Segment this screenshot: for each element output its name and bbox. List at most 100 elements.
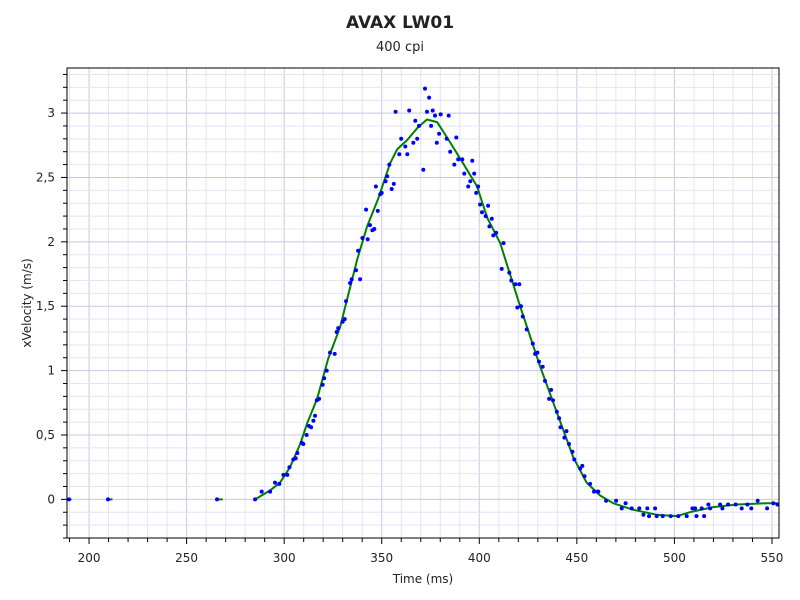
data-point [423,86,427,91]
data-point [336,326,341,331]
y-axis-label: xVelocity (m/s) [20,258,34,347]
data-point [540,364,545,369]
data-point [354,268,358,273]
data-point [293,456,298,461]
data-point [452,162,457,167]
x-tick-label: 500 [663,551,686,565]
data-point [413,118,418,123]
data-point [259,489,264,494]
data-point [460,157,465,162]
fit-curve [67,118,778,518]
data-point [524,327,529,332]
data-point [557,416,562,421]
data-point [434,140,439,145]
data-point [364,207,369,212]
y-tick-label: 2 [47,235,55,249]
data-point [446,113,451,118]
data-point [295,451,300,455]
data-point [562,435,567,440]
data-point [437,131,442,136]
data-point [668,514,673,519]
data-point [720,506,725,511]
data-point [551,398,555,403]
data-point [472,171,477,176]
data-point [489,216,494,221]
x-tick-label: 350 [370,551,393,565]
data-point [619,506,624,511]
data-point [474,190,479,195]
data-point [702,514,707,519]
data-point [708,506,713,511]
data-point [547,396,552,401]
data-point [595,489,600,494]
data-point [614,498,619,503]
data-point [699,506,704,511]
data-point [637,506,642,511]
data-point [487,224,492,229]
data-point [253,497,258,502]
data-point [647,514,651,519]
data-point [358,277,363,282]
data-point [771,501,776,506]
data-point [483,214,488,219]
data-point [641,512,646,517]
x-tick-label: 550 [761,551,784,565]
data-point [67,497,71,502]
data-point [694,514,699,519]
data-point [368,223,372,228]
data-point [676,514,681,519]
plot-frame [66,67,780,539]
data-point [623,501,628,506]
data-point [403,144,408,149]
data-point [726,502,731,507]
data-point [429,123,434,128]
data-point [604,498,609,503]
data-point [322,376,327,381]
data-point [375,208,380,213]
data-point [629,506,634,511]
data-point [775,502,780,507]
data-point [287,465,292,470]
data-point [348,281,353,285]
data-point [320,382,325,387]
data-point [421,167,426,172]
data-point [372,227,377,231]
data-point [301,442,306,446]
data-point [393,109,398,114]
data-point [427,95,432,100]
data-point [765,506,770,511]
data-point [373,184,378,189]
data-point [304,433,309,437]
data-point [334,330,339,334]
data-point [360,236,365,240]
data-point [530,341,535,346]
x-tick-label: 200 [78,551,101,565]
data-point [466,184,471,189]
data-point [588,481,593,486]
data-point [509,278,514,283]
data-point [356,248,361,253]
data-point [417,123,421,128]
x-axis-label: Time (ms) [392,572,454,586]
y-tick-label: 1,5 [36,299,55,313]
axis-ticks: 200 250 300 350 400 450 500 550 0 0,5 1 1,5 2 2,5 3 [36,73,784,565]
data-point [268,489,273,494]
chart-title: AVAX LW01 [346,13,454,33]
data-point [407,108,412,113]
y-tick-label: 2,5 [36,170,55,184]
data-point [399,136,404,141]
data-point [281,472,286,477]
data-point [517,282,522,287]
data-point [391,181,396,186]
data-points [67,86,780,519]
x-tick-label: 450 [565,551,588,565]
data-point [311,418,316,423]
x-tick-label: 250 [175,551,198,565]
data-point [468,179,473,184]
data-point [520,314,525,319]
data-point [549,387,554,392]
data-point [501,241,506,246]
data-point [317,396,322,401]
data-point [507,270,512,275]
